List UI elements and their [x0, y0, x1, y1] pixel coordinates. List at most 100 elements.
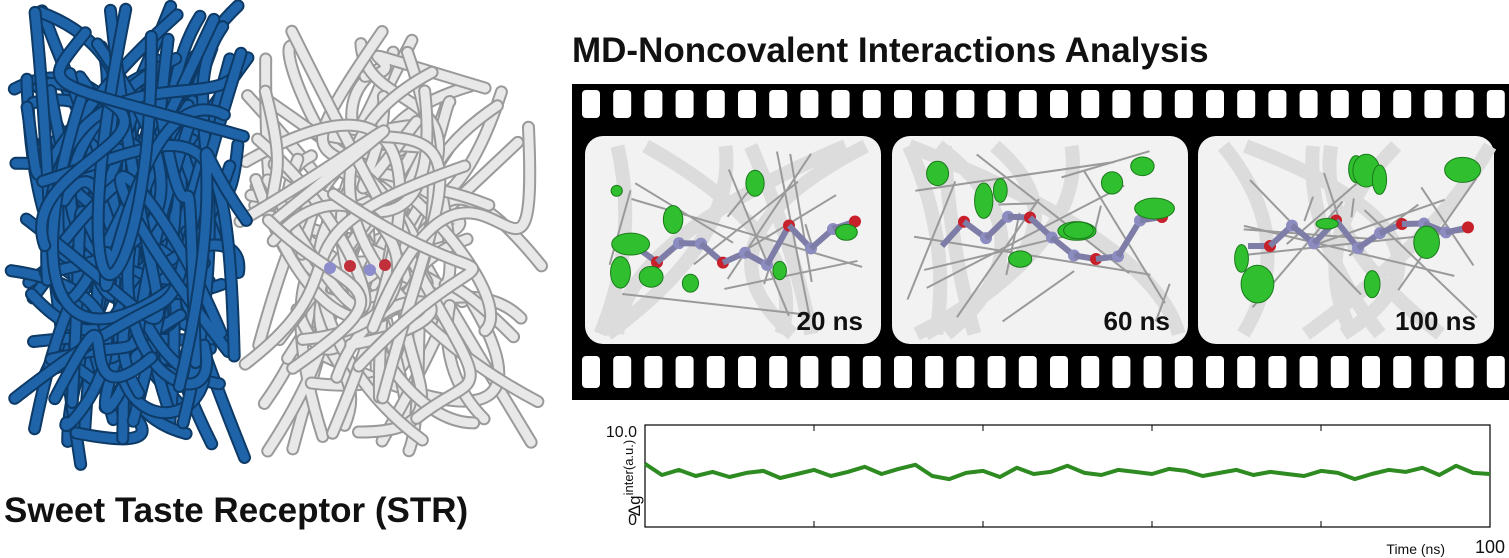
- sprocket-hole: [769, 90, 788, 118]
- protein-shadow: [744, 143, 819, 336]
- sprocket-hole: [894, 356, 912, 388]
- residue-stick: [622, 292, 807, 316]
- interaction-surface: [610, 184, 623, 197]
- interaction-surface: [638, 265, 664, 288]
- protein-shadow: [1217, 141, 1275, 338]
- interaction-surface: [1363, 270, 1381, 299]
- residue-stick: [634, 182, 734, 244]
- sprocket-hole: [1018, 356, 1037, 388]
- ribbon: [287, 26, 475, 423]
- y-tick-label: 10.0: [606, 424, 637, 441]
- interaction-surface: [1100, 171, 1124, 195]
- ribbon: [116, 172, 233, 356]
- interaction-surface: [745, 169, 765, 197]
- sprocket-hole: [1237, 356, 1256, 388]
- left-title: Sweet Taste Receptor (STR): [4, 491, 468, 530]
- right-title: MD-Noncovalent Interactions Analysis: [572, 31, 1209, 70]
- ligand-atom: [1462, 221, 1474, 234]
- residue-stick: [789, 153, 813, 283]
- residue-stick: [1061, 150, 1150, 179]
- sprocket-hole: [987, 90, 1006, 118]
- residue-stick: [1350, 198, 1355, 218]
- sprocket-hole: [925, 90, 944, 118]
- sprocket-hole: [1362, 356, 1380, 388]
- sprocket-hole: [613, 90, 632, 118]
- sprocket-hole: [862, 356, 881, 388]
- sprocket-hole: [644, 356, 663, 388]
- sprocket-hole: [1206, 356, 1224, 388]
- sprocket-hole: [1393, 356, 1412, 388]
- sprocket-hole: [1081, 356, 1100, 388]
- sprocket-hole: [1237, 90, 1256, 118]
- sprocket-hole: [831, 356, 850, 388]
- frame-label: 60 ns: [1104, 306, 1171, 336]
- residue-stick: [1002, 270, 1075, 323]
- sprocket-hole: [1174, 90, 1193, 118]
- ribbon: [263, 215, 366, 373]
- sprocket-hole: [706, 90, 725, 118]
- interaction-surface: [974, 182, 994, 219]
- sprocket-hole: [1174, 356, 1193, 388]
- interaction-surface: [611, 232, 651, 256]
- sprocket-hole: [1455, 90, 1474, 118]
- interaction-surface: [1444, 156, 1482, 183]
- residue-stick: [724, 259, 858, 290]
- sprocket-hole: [1206, 90, 1224, 118]
- y-tick-label: 0: [628, 512, 637, 529]
- sprocket-hole: [1486, 356, 1505, 388]
- ligand-atom: [324, 262, 336, 274]
- residue-stick: [915, 160, 1115, 192]
- frame-label: 20 ns: [797, 306, 864, 336]
- sprocket-hole: [1362, 90, 1380, 118]
- sprocket-hole: [1424, 356, 1443, 388]
- ligand-atom: [379, 259, 391, 271]
- interaction-surface: [992, 178, 1008, 203]
- sprocket-hole: [1299, 90, 1318, 118]
- interaction-surface: [1413, 225, 1440, 259]
- sprocket-hole: [956, 356, 975, 388]
- x-axis-label: Time (ns): [1386, 541, 1445, 557]
- sprocket-hole: [1455, 356, 1474, 388]
- interaction-surface: [1008, 250, 1033, 268]
- ribbon: [240, 161, 470, 369]
- sprocket-hole: [800, 356, 819, 388]
- sprocket-hole: [987, 356, 1006, 388]
- sprocket-hole: [894, 90, 912, 118]
- ribbon: [156, 109, 201, 368]
- residue-stick: [913, 235, 1151, 276]
- interaction-surface: [1240, 264, 1275, 304]
- sprocket-hole: [675, 90, 694, 118]
- ribbon: [268, 200, 403, 344]
- sprocket-holes: [582, 90, 1505, 388]
- data-line: [643, 462, 1491, 482]
- interaction-surface: [681, 273, 700, 293]
- sprocket-hole: [582, 356, 600, 388]
- interaction-surface: [1315, 217, 1339, 230]
- interaction-surface: [1234, 244, 1249, 273]
- plot-frame: [644, 424, 1491, 528]
- sprocket-hole: [675, 356, 694, 388]
- frame-label: 100 ns: [1395, 306, 1476, 336]
- interaction-surface: [1371, 164, 1388, 195]
- sprocket-hole: [706, 356, 725, 388]
- sprocket-hole: [769, 356, 788, 388]
- sprocket-hole: [862, 90, 881, 118]
- protein-structure: [4, 0, 549, 471]
- sprocket-hole: [925, 356, 944, 388]
- x-tick-label: 100: [1475, 537, 1505, 557]
- sprocket-hole: [1112, 90, 1131, 118]
- sprocket-hole: [1330, 356, 1349, 388]
- sprocket-hole: [1424, 90, 1443, 118]
- residue-stick: [926, 184, 1125, 289]
- residue-stick: [726, 153, 812, 280]
- protein-shadow: [913, 140, 1042, 341]
- ribbon: [101, 105, 229, 291]
- residue-stick: [608, 189, 632, 266]
- ligand-atom: [849, 215, 861, 228]
- sprocket-hole: [613, 356, 632, 388]
- ribbon: [54, 28, 248, 141]
- sprocket-hole: [644, 90, 663, 118]
- sprocket-hole: [1299, 356, 1318, 388]
- sprocket-hole: [1268, 356, 1287, 388]
